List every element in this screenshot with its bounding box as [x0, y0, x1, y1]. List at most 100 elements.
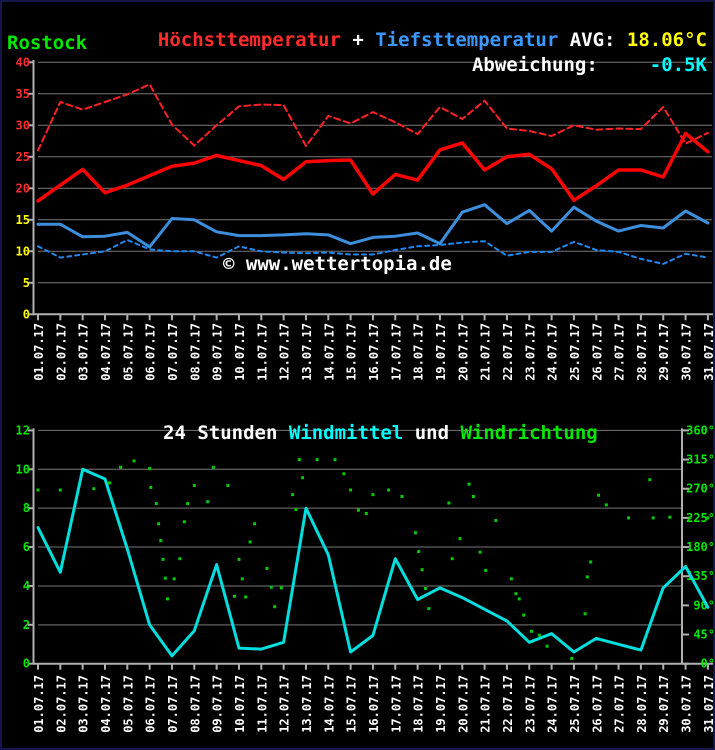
axis-label: 270° [686, 482, 715, 496]
axis-label: 24.07.17 [546, 323, 560, 381]
windrichtung-dot [522, 613, 526, 617]
windrichtung-dot [240, 577, 244, 581]
axis-label: 21.07.17 [479, 323, 493, 381]
avg-value: 18.06°C [626, 29, 707, 51]
axis-label: 20.07.17 [456, 323, 470, 381]
windrichtung-dot [349, 488, 353, 492]
windrichtung-dot [585, 575, 589, 579]
axis-label: 31.07.17 [702, 323, 715, 381]
windrichtung-dot [648, 478, 652, 482]
windrichtung-dot [294, 508, 298, 511]
axis-label: 20 [16, 181, 30, 195]
windmittel-line [36, 467, 710, 658]
windrichtung-dot [420, 568, 424, 572]
deviation-row: Abweichung: -0.5K [426, 32, 707, 98]
windrichtung-dot [371, 493, 375, 497]
axis-label: 11.07.17 [255, 675, 269, 733]
windrichtung-dot [478, 550, 482, 554]
windrichtung-dot [279, 586, 283, 590]
axis-label: 12 [16, 423, 30, 437]
axis-label: 25.07.17 [568, 323, 582, 381]
axis-label: 18.07.17 [412, 323, 426, 381]
windrichtung-dot [450, 557, 454, 561]
axis-label: 14.07.17 [322, 675, 336, 733]
windrichtung-dot [423, 587, 427, 590]
windrichtung-dot [92, 487, 96, 491]
windrichtung-dot [517, 597, 521, 601]
windrichtung-dot [597, 493, 600, 497]
axis-label: 15.07.17 [345, 675, 359, 733]
windrichtung-dot [387, 488, 391, 492]
windrichtung-dot [315, 458, 319, 462]
axis-label: 31.07.17 [702, 675, 715, 733]
windrichtung-dot [244, 595, 248, 599]
windrichtung-dot [163, 576, 167, 580]
deviation-value: -0.5K [649, 54, 707, 76]
axis-label: 05.07.17 [121, 323, 135, 381]
axis-label: 07.07.17 [166, 675, 180, 733]
windrichtung-dot [211, 465, 215, 469]
windrichtung-dot [248, 540, 252, 544]
axis-label: 03.07.17 [77, 675, 91, 733]
windrichtung-dot [269, 585, 273, 589]
windrichtung-dot [342, 472, 346, 476]
axis-label: 315° [686, 453, 715, 467]
axis-label: 29.07.17 [657, 675, 671, 733]
axis-label: 2 [23, 618, 30, 632]
min-temp-label: Tiefsttemperatur [375, 29, 559, 51]
axis-label: 06.07.17 [144, 675, 158, 733]
axis-label: 16.07.17 [367, 323, 381, 381]
station-name: Rostock [7, 32, 88, 54]
axis-label: 30 [16, 118, 30, 132]
axis-label: 90° [693, 598, 715, 612]
windrichtung-dot [447, 501, 451, 505]
axis-label: 22.07.17 [501, 675, 515, 733]
axis-label: 07.07.17 [166, 323, 180, 381]
axis-label: 225° [686, 511, 715, 525]
windrichtung-dot [484, 568, 488, 572]
windrichtung-dot [206, 500, 210, 504]
windrichtung-dot [509, 577, 513, 581]
windrichtung-dot [400, 495, 404, 498]
temperature-chart-title: Höchsttemperatur + Tiefsttemperatur AVG:… [112, 7, 707, 73]
windrichtung-dot [467, 482, 471, 486]
windrichtung-dot [154, 502, 158, 506]
windrichtung-dot [291, 493, 295, 497]
windrichtung-dot [471, 495, 475, 498]
axis-label: 28.07.17 [635, 675, 649, 733]
axis-label: 10.07.17 [233, 323, 247, 381]
windrichtung-dot [172, 577, 176, 581]
axis-label: 5 [23, 276, 30, 290]
windrichtung-dot [297, 458, 301, 462]
axis-label: 27.07.17 [613, 675, 627, 733]
axis-label: 01.07.17 [32, 675, 46, 733]
axis-label: 22.07.17 [501, 323, 515, 381]
axis-label: 09.07.17 [211, 323, 225, 381]
windrichtung-dot [273, 605, 277, 609]
windrichtung-dot [36, 488, 40, 492]
axis-label: 35 [16, 87, 30, 101]
windrichtung-dot [537, 633, 541, 637]
axis-label: 05.07.17 [121, 675, 135, 733]
axis-label: 08.07.17 [188, 675, 202, 733]
windrichtung-dot [651, 516, 655, 520]
windrichtung-dot [253, 522, 257, 526]
watermark: © www.wettertopia.de [223, 253, 452, 275]
axis-label: 19.07.17 [434, 675, 448, 733]
axis-label: 15.07.17 [345, 323, 359, 381]
windrichtung-dot [301, 476, 305, 480]
axis-label: 40 [16, 55, 30, 69]
axis-label: 14.07.17 [322, 323, 336, 381]
max-temp-label: Höchsttemperatur [157, 29, 341, 51]
windrichtung-dot [570, 657, 574, 660]
axis-label: 25 [16, 150, 30, 164]
windrichtung-dot [545, 644, 549, 648]
axis-label: 26.07.17 [590, 323, 604, 381]
windrichtung-dot [159, 539, 163, 543]
axis-label: 24.07.17 [546, 675, 560, 733]
axis-label: 4 [23, 579, 30, 593]
windrichtung-dot [119, 465, 123, 469]
axis-label: 02.07.17 [54, 323, 68, 381]
